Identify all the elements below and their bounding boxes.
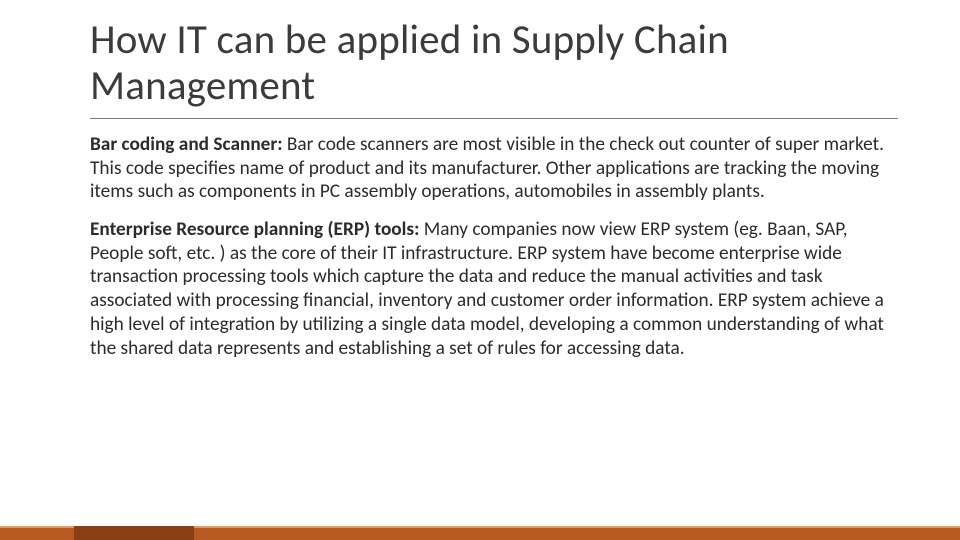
footer-stripe xyxy=(0,526,960,540)
title-underline xyxy=(90,118,898,119)
slide-body: Bar coding and Scanner: Bar code scanner… xyxy=(90,133,898,361)
paragraph-lead: Bar coding and Scanner: xyxy=(90,133,283,156)
paragraph-lead: Enterprise Resource planning (ERP) tools… xyxy=(90,218,419,241)
paragraph-erp: Enterprise Resource planning (ERP) tools… xyxy=(90,218,898,360)
paragraph-barcoding: Bar coding and Scanner: Bar code scanner… xyxy=(90,133,898,204)
footer-accent-block xyxy=(74,526,194,540)
slide-title: How IT can be applied in Supply Chain Ma… xyxy=(90,18,898,110)
slide: How IT can be applied in Supply Chain Ma… xyxy=(0,0,960,540)
